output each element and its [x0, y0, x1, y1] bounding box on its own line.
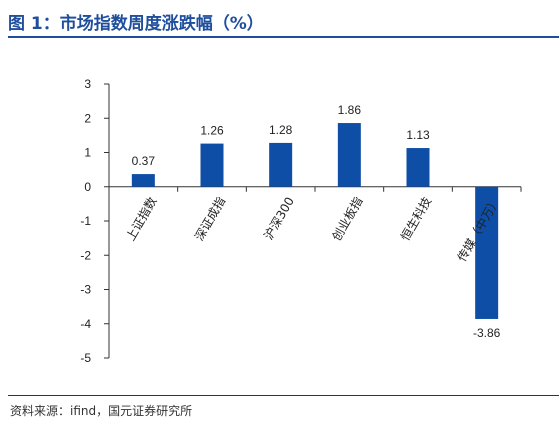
bar: [337, 123, 361, 187]
bar: [406, 148, 430, 187]
bar: [475, 186, 499, 319]
data-labels: 0.37 1.26 1.28 1.86 1.13 -3.86: [132, 103, 501, 340]
y-tick-label: -5: [80, 351, 91, 365]
data-label: 1.13: [406, 128, 430, 142]
category-label: 沪深300: [261, 195, 297, 243]
y-tick-label: 3: [84, 77, 91, 91]
category-labels: 上证指数 深证成指 沪深300 创业板指 恒生科技 传媒（中万）: [123, 194, 503, 264]
y-tick-label: -1: [80, 214, 91, 228]
data-label: -3.86: [473, 326, 501, 340]
bar: [200, 143, 224, 187]
chart-title: 图 1：市场指数周度涨跌幅（%）: [8, 14, 264, 34]
source-rule: [8, 395, 559, 396]
bars: [131, 123, 499, 319]
category-label: 创业板指: [329, 194, 366, 243]
x-axis: [108, 186, 522, 192]
category-label: 深证成指: [191, 194, 228, 243]
bar: [131, 174, 155, 187]
y-tick-label: -2: [80, 248, 91, 262]
data-label: 1.28: [269, 123, 293, 137]
category-label: 恒生科技: [398, 195, 434, 244]
category-label: 上证指数: [123, 194, 160, 243]
y-axis: 3 2 1 0 -1 -2 -3 -4 -5: [80, 77, 110, 365]
y-tick-label: -3: [80, 283, 91, 297]
bar: [269, 142, 293, 187]
source-note: 资料来源：ifind，国元证券研究所: [10, 404, 193, 418]
title-rule: [8, 36, 559, 38]
y-tick-label: 1: [84, 146, 91, 160]
data-label: 0.37: [132, 154, 156, 168]
y-tick-label: 0: [84, 180, 91, 194]
data-label: 1.26: [200, 124, 224, 138]
data-label: 1.86: [338, 103, 362, 117]
y-tick-label: -4: [80, 317, 91, 331]
y-tick-label: 2: [84, 111, 91, 125]
